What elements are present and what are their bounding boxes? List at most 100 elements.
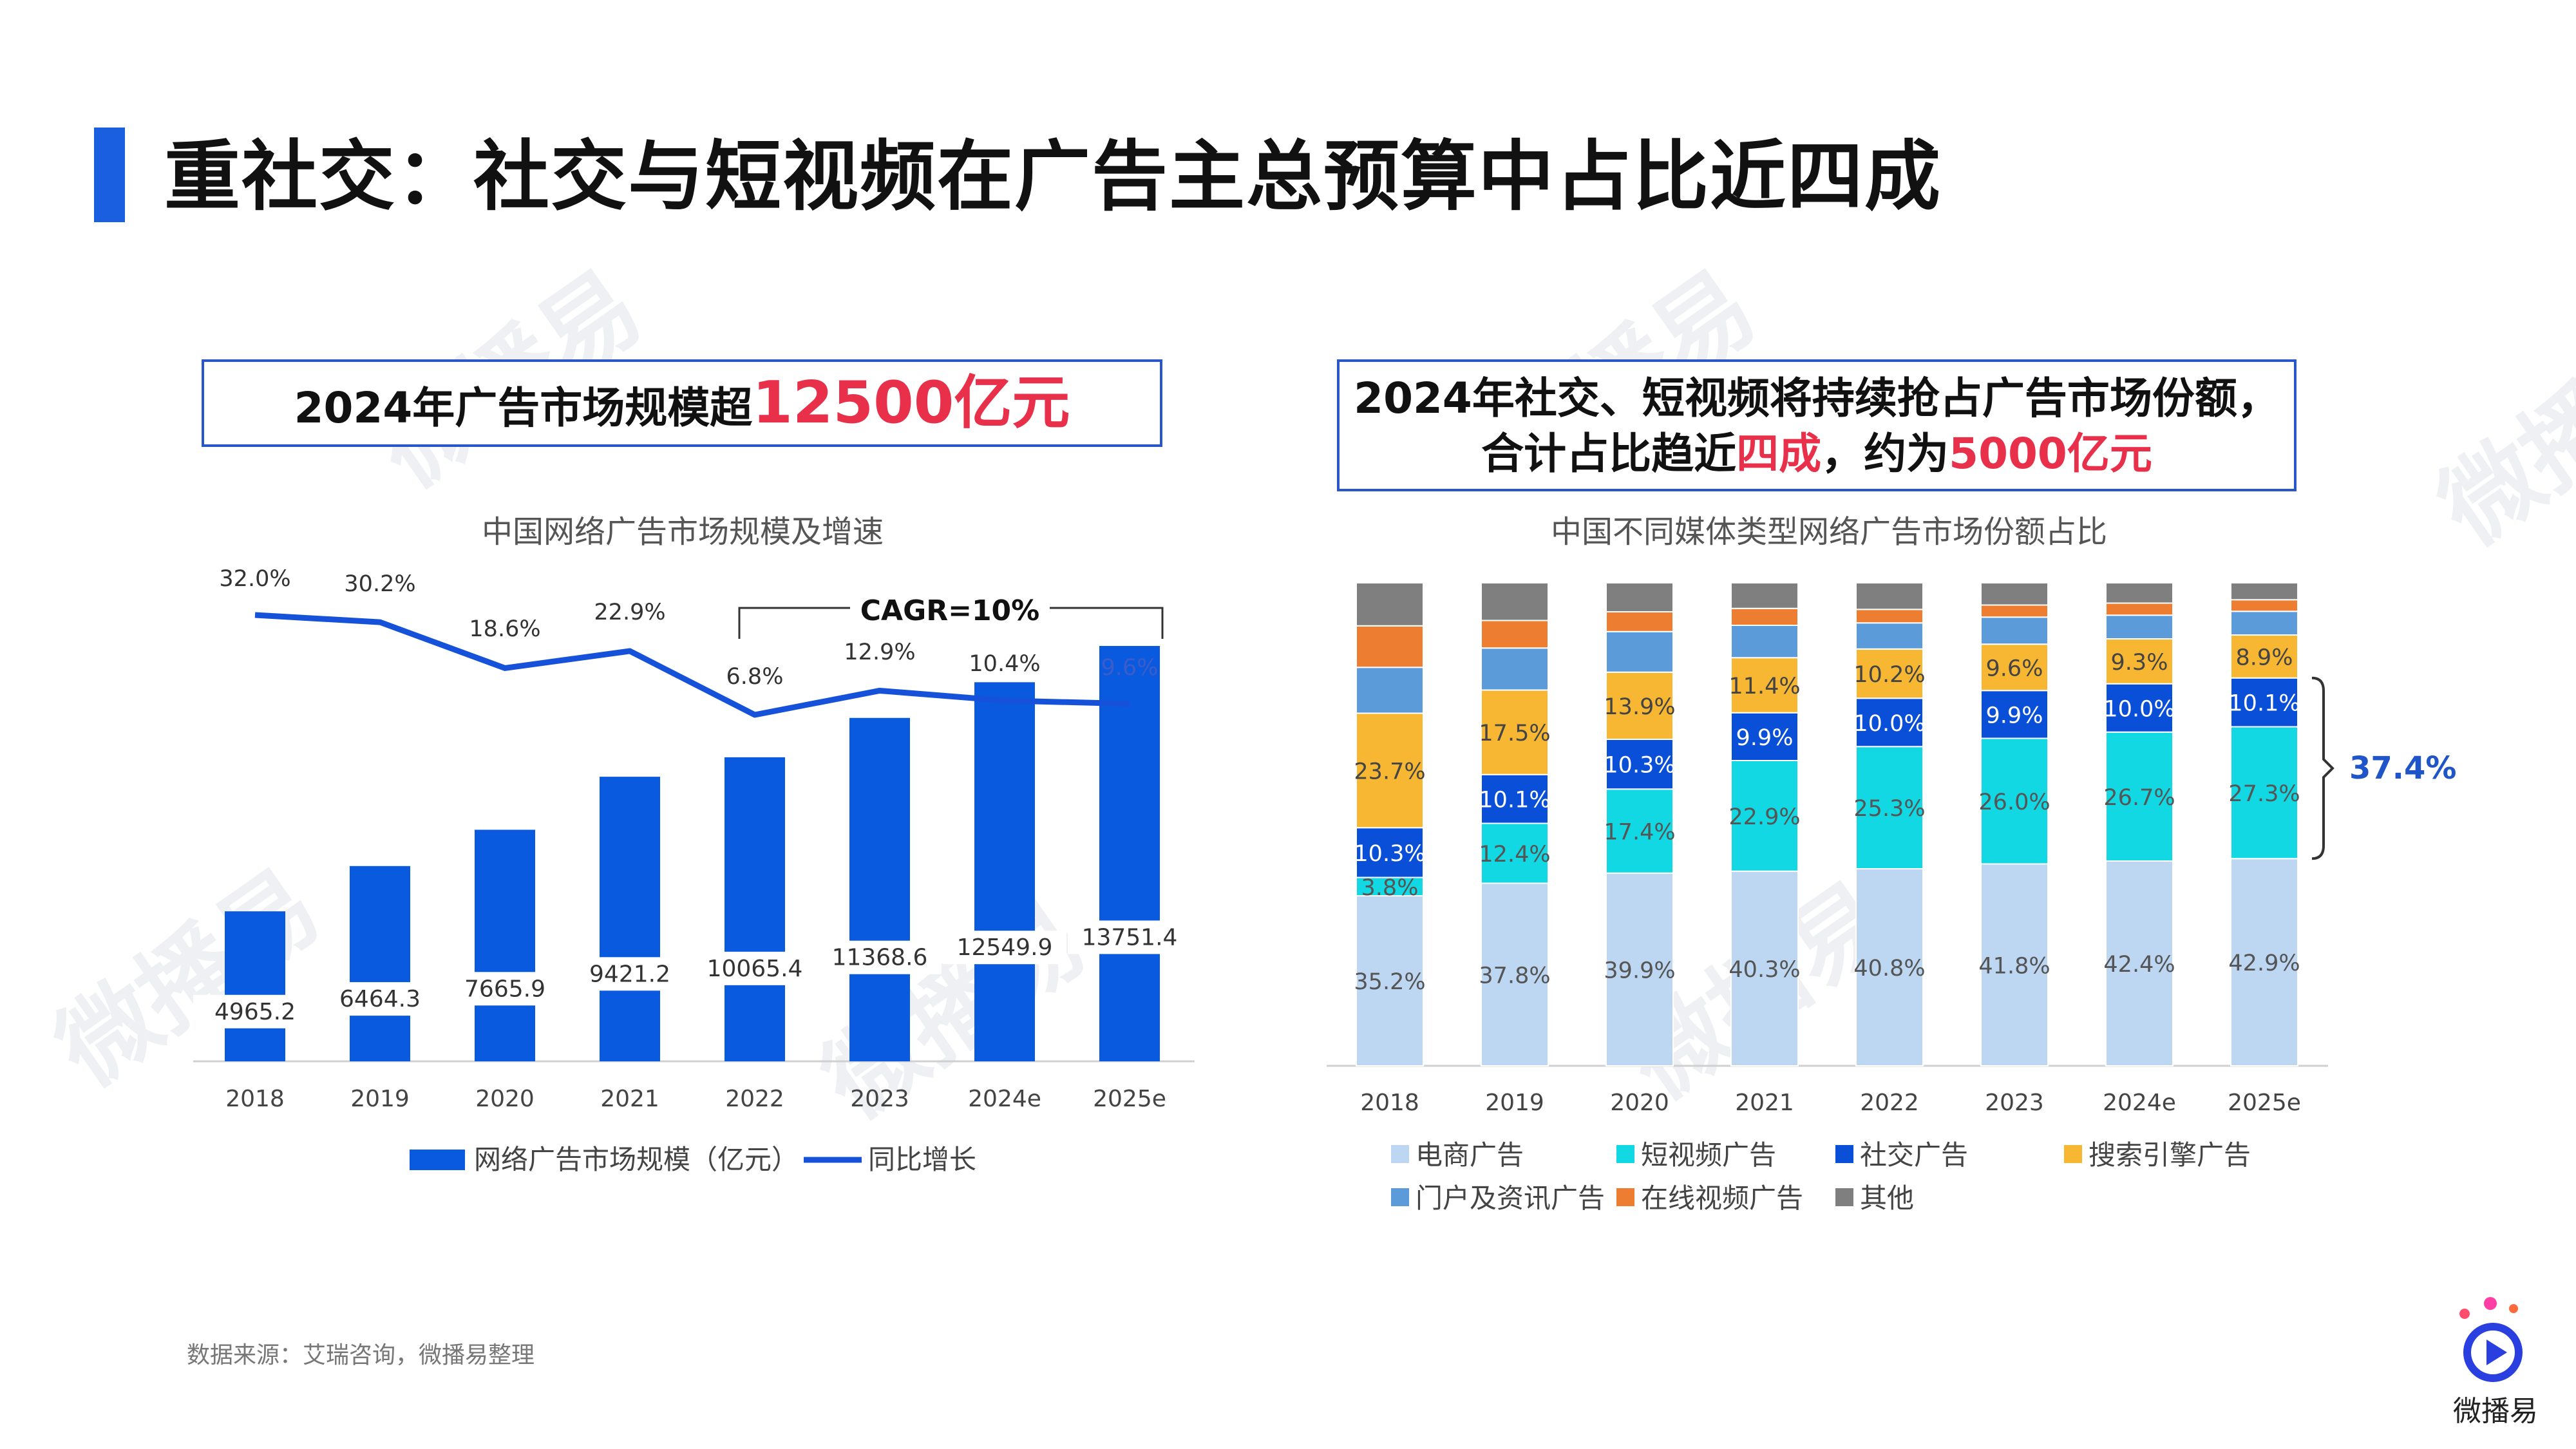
cagr-label-bg <box>850 591 1050 626</box>
x-tick-label: 2018 <box>225 1086 285 1112</box>
stack-segment <box>1481 822 1549 884</box>
callout-right-line1: 2024年社交、短视频将持续抢占广告市场份额， <box>1354 374 2280 423</box>
stack-segment <box>1730 625 1799 659</box>
stack-segment <box>1481 582 1549 621</box>
legend-label-line: 同比增长 <box>868 1144 976 1175</box>
x-tick-label: 2023 <box>850 1086 909 1112</box>
x-tick-label: 2021 <box>600 1086 659 1112</box>
legend-label: 在线视频广告 <box>1641 1182 1803 1214</box>
callout-social-share: 2024年社交、短视频将持续抢占广告市场份额， 合计占比趋近四成，约为5000亿… <box>1337 359 2297 491</box>
stack-segment <box>1855 746 1924 869</box>
bar-value-label: 11368.6 <box>832 945 928 971</box>
bar-value-label: 12549.9 <box>957 934 1053 961</box>
legend-swatch <box>1616 1188 1634 1206</box>
bar-market-size <box>225 911 285 1061</box>
segment-label: 26.0% <box>1978 790 2050 815</box>
stack-segment <box>1855 582 1924 611</box>
stack-segment <box>2230 611 2298 636</box>
legend-label: 短视频广告 <box>1641 1139 1776 1171</box>
title-accent-bar <box>94 128 125 222</box>
growth-label: 9.6% <box>1101 655 1159 681</box>
logo-text: 微播易 <box>2453 1395 2538 1428</box>
callout-right-highlight-amount: 5000亿元 <box>1949 429 2152 478</box>
stack-segment <box>1605 872 1674 1066</box>
bracket-label: 37.4% <box>2349 750 2457 786</box>
stack-segment <box>2105 614 2174 639</box>
growth-label: 22.9% <box>594 600 665 625</box>
stack-segment <box>1855 609 1924 624</box>
bar-label-bg <box>443 972 567 1006</box>
legend-swatch <box>1835 1145 1853 1163</box>
legend-swatch <box>1391 1188 1409 1206</box>
stack-segment <box>1356 667 1424 714</box>
cagr-label: CAGR=10% <box>860 594 1040 627</box>
legend-label: 搜索引擎广告 <box>2088 1139 2251 1171</box>
stack-segment <box>1980 616 2049 645</box>
x-tick-label: 2022 <box>725 1086 784 1112</box>
stack-segment <box>1605 611 1674 632</box>
segment-label: 10.2% <box>1853 662 1925 688</box>
growth-label: 18.6% <box>469 616 540 642</box>
bar-value-label: 9421.2 <box>589 961 670 987</box>
legend-swatch <box>1616 1145 1634 1163</box>
stack-segment <box>1605 582 1674 612</box>
segment-label: 25.3% <box>1853 796 1925 822</box>
stack-segment <box>2230 726 2298 860</box>
legend-label: 其他 <box>1860 1182 1914 1214</box>
callout-right-mid: ，约为 <box>1821 429 1949 478</box>
segment-label: 9.3% <box>2111 650 2168 676</box>
bar-market-size <box>1099 646 1160 1061</box>
segment-label: 10.3% <box>1354 841 1425 867</box>
segment-label: 22.9% <box>1728 804 1800 830</box>
stack-segment <box>2230 634 2298 679</box>
x-tick-label: 2024e <box>2103 1090 2176 1116</box>
segment-label: 35.2% <box>1354 969 1425 995</box>
weiboyi-logo-icon <box>2459 1297 2523 1382</box>
stack-segment <box>1356 876 1424 896</box>
bar-label-bg <box>193 994 317 1028</box>
bar-market-size <box>974 682 1035 1061</box>
stack-segment <box>1855 622 1924 650</box>
x-tick-label: 2024e <box>968 1086 1041 1112</box>
stack-segment <box>2230 677 2298 728</box>
growth-label: 12.9% <box>844 639 915 665</box>
legend-swatch <box>2064 1145 2082 1163</box>
stack-segment <box>1356 827 1424 878</box>
stack-segment <box>1730 607 1799 626</box>
x-tick-label: 2025e <box>2228 1090 2301 1116</box>
stack-segment <box>1481 647 1549 691</box>
growth-label: 32.0% <box>219 566 290 592</box>
chart-title-market-size: 中国网络广告市场规模及增速 <box>481 514 884 550</box>
legend-label: 电商广告 <box>1416 1139 1524 1171</box>
segment-label: 12.4% <box>1479 842 1550 867</box>
legend-swatch <box>1835 1188 1853 1206</box>
stack-segment <box>2230 582 2298 601</box>
stack-segment <box>1481 773 1549 824</box>
bar-value-label: 7665.9 <box>464 976 545 1002</box>
stack-segment <box>1605 788 1674 874</box>
stack-segment <box>1356 582 1424 627</box>
segment-label: 17.5% <box>1479 721 1550 746</box>
callout-market-size: 2024年广告市场规模超12500亿元 <box>202 359 1162 447</box>
segment-label: 13.9% <box>1604 694 1675 720</box>
share-bracket <box>2311 676 2334 860</box>
segment-label: 9.9% <box>1986 703 2043 728</box>
legend-label-bar: 网络广告市场规模（亿元） <box>474 1144 799 1175</box>
bar-label-bg <box>568 957 692 991</box>
bar-label-bg <box>693 951 817 985</box>
legend-swatch <box>1391 1145 1409 1163</box>
x-tick-label: 2019 <box>1485 1090 1544 1116</box>
x-tick-label: 2020 <box>1610 1090 1669 1116</box>
stack-segment <box>1605 739 1674 790</box>
stack-segment <box>1980 643 2049 692</box>
stack-segment <box>1605 671 1674 740</box>
stack-segment <box>2105 582 2174 604</box>
segment-label: 27.3% <box>2228 781 2300 807</box>
segment-label: 11.4% <box>1728 674 1800 699</box>
x-tick-label: 2021 <box>1735 1090 1794 1116</box>
bar-market-size <box>724 757 785 1061</box>
legend-label: 社交广告 <box>1860 1139 1968 1171</box>
legend-label: 门户及资讯广告 <box>1416 1182 1605 1214</box>
segment-label: 9.9% <box>1736 725 1794 751</box>
callout-left-prefix: 2024年广告市场规模超 <box>294 383 753 433</box>
